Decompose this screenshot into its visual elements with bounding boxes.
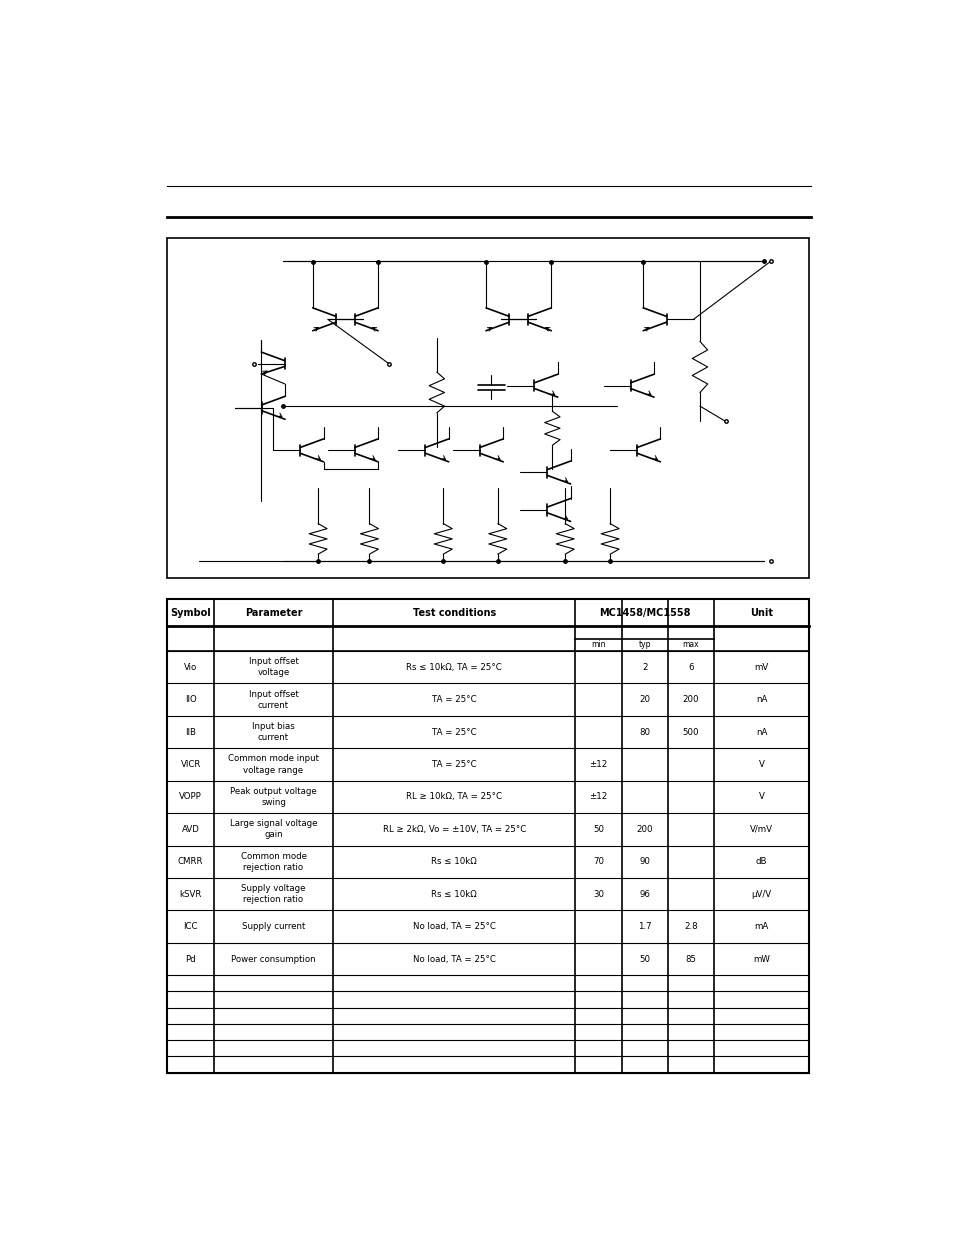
Text: 2.8: 2.8 xyxy=(683,923,697,931)
Text: Supply voltage
rejection ratio: Supply voltage rejection ratio xyxy=(241,884,306,904)
Text: mV: mV xyxy=(754,663,768,672)
Text: typ: typ xyxy=(638,641,650,650)
Text: Input offset
current: Input offset current xyxy=(249,689,298,710)
Text: 50: 50 xyxy=(593,825,603,834)
Text: V: V xyxy=(758,760,763,769)
Text: 80: 80 xyxy=(639,727,650,736)
Text: MC1458/MC1558: MC1458/MC1558 xyxy=(598,608,690,618)
Text: min: min xyxy=(591,641,605,650)
Text: 50: 50 xyxy=(639,955,650,963)
Text: Peak output voltage
swing: Peak output voltage swing xyxy=(230,787,316,806)
Text: Rs ≤ 10kΩ: Rs ≤ 10kΩ xyxy=(431,857,476,866)
Text: 200: 200 xyxy=(682,695,699,704)
Text: Rs ≤ 10kΩ: Rs ≤ 10kΩ xyxy=(431,889,476,899)
Text: ±12: ±12 xyxy=(589,760,607,769)
Text: Pd: Pd xyxy=(185,955,195,963)
Bar xyxy=(167,599,808,1072)
Text: CMRR: CMRR xyxy=(178,857,203,866)
Text: 70: 70 xyxy=(593,857,603,866)
Text: 2: 2 xyxy=(641,663,647,672)
Text: dB: dB xyxy=(755,857,766,866)
Text: IIO: IIO xyxy=(185,695,196,704)
Text: Test conditions: Test conditions xyxy=(412,608,496,618)
Text: RL ≥ 2kΩ, Vo = ±10V, TA = 25°C: RL ≥ 2kΩ, Vo = ±10V, TA = 25°C xyxy=(382,825,525,834)
Bar xyxy=(167,237,808,578)
Text: Large signal voltage
gain: Large signal voltage gain xyxy=(230,819,317,840)
Text: 1.7: 1.7 xyxy=(638,923,651,931)
Text: Common mode
rejection ratio: Common mode rejection ratio xyxy=(240,852,306,872)
Text: VICR: VICR xyxy=(180,760,201,769)
Text: VOPP: VOPP xyxy=(179,793,202,802)
Text: 500: 500 xyxy=(682,727,699,736)
Text: ICC: ICC xyxy=(183,923,198,931)
Text: Input offset
voltage: Input offset voltage xyxy=(249,657,298,677)
Text: Common mode input
voltage range: Common mode input voltage range xyxy=(228,755,318,774)
Text: kSVR: kSVR xyxy=(179,889,202,899)
Text: mW: mW xyxy=(752,955,769,963)
Text: No load, TA = 25°C: No load, TA = 25°C xyxy=(413,955,496,963)
Text: TA = 25°C: TA = 25°C xyxy=(432,727,476,736)
Text: TA = 25°C: TA = 25°C xyxy=(432,760,476,769)
Text: AVD: AVD xyxy=(182,825,199,834)
Text: V: V xyxy=(758,793,763,802)
Text: 20: 20 xyxy=(639,695,650,704)
Text: mA: mA xyxy=(754,923,768,931)
Text: 30: 30 xyxy=(593,889,603,899)
Text: V/mV: V/mV xyxy=(749,825,772,834)
Text: Unit: Unit xyxy=(749,608,772,618)
Text: Rs ≤ 10kΩ, TA = 25°C: Rs ≤ 10kΩ, TA = 25°C xyxy=(406,663,501,672)
Text: Vio: Vio xyxy=(184,663,197,672)
Text: Power consumption: Power consumption xyxy=(231,955,315,963)
Text: 200: 200 xyxy=(636,825,653,834)
Text: nA: nA xyxy=(755,695,766,704)
Text: Supply current: Supply current xyxy=(241,923,305,931)
Text: Input bias
current: Input bias current xyxy=(252,722,294,742)
Text: 6: 6 xyxy=(687,663,693,672)
Text: TA = 25°C: TA = 25°C xyxy=(432,695,476,704)
Text: Symbol: Symbol xyxy=(171,608,211,618)
Text: ±12: ±12 xyxy=(589,793,607,802)
Text: 96: 96 xyxy=(639,889,650,899)
Text: Parameter: Parameter xyxy=(245,608,302,618)
Text: μV/V: μV/V xyxy=(751,889,771,899)
Text: 85: 85 xyxy=(685,955,696,963)
Text: No load, TA = 25°C: No load, TA = 25°C xyxy=(413,923,496,931)
Text: max: max xyxy=(682,641,699,650)
Text: RL ≥ 10kΩ, TA = 25°C: RL ≥ 10kΩ, TA = 25°C xyxy=(406,793,501,802)
Text: 90: 90 xyxy=(639,857,650,866)
Text: nA: nA xyxy=(755,727,766,736)
Text: IIB: IIB xyxy=(185,727,196,736)
